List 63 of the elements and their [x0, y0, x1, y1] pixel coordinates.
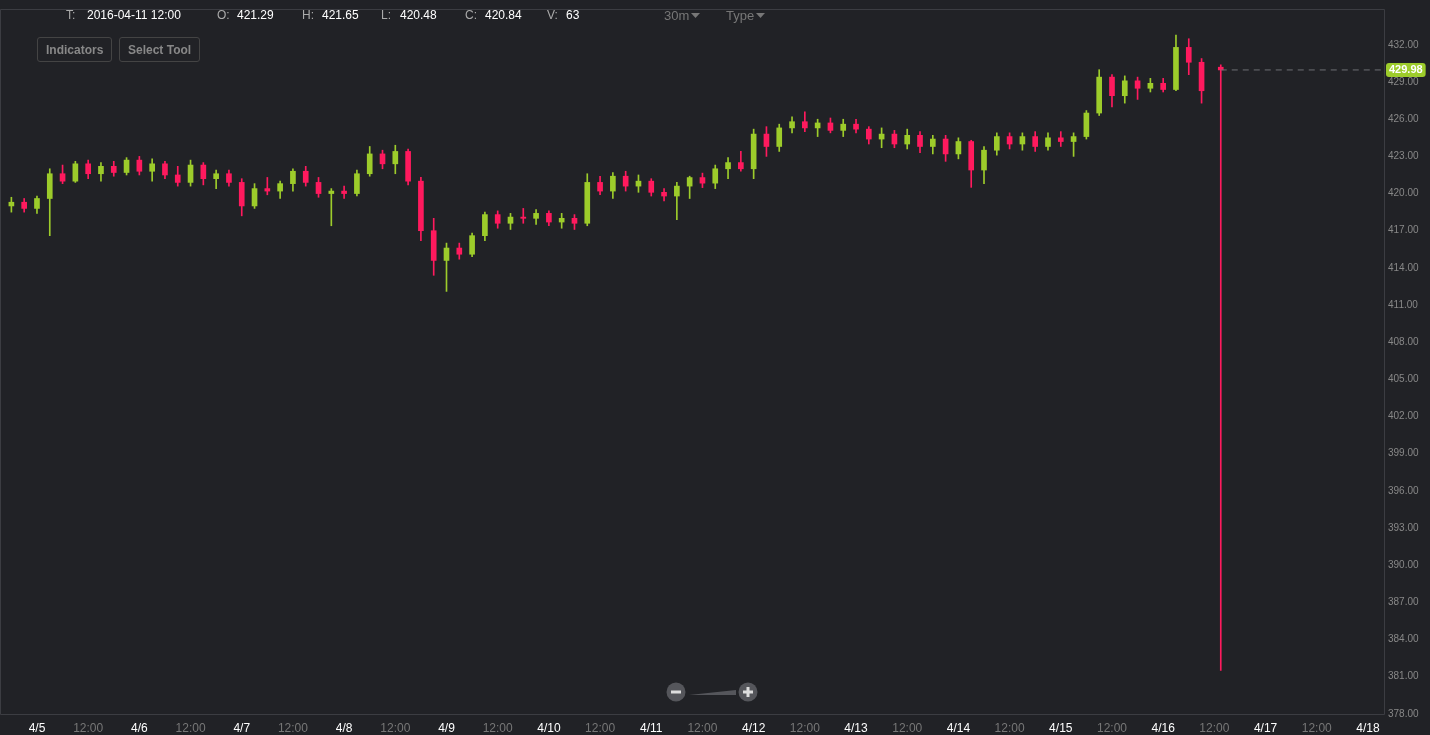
y-tick-label: 408.00 [1388, 335, 1420, 347]
x-tick-label: 12:00 [175, 720, 206, 735]
y-tick-label: 417.00 [1388, 224, 1420, 236]
annotation: 420.48 [400, 8, 437, 22]
y-tick-label: 405.00 [1388, 373, 1420, 385]
y-tick-label: 393.00 [1388, 521, 1420, 533]
annotation: H: [302, 8, 314, 22]
x-tick-label: 12:00 [585, 720, 616, 735]
x-tick-label: 4/6 [131, 720, 149, 735]
x-tick-label: 4/16 [1151, 720, 1176, 735]
x-tick-label: 4/7 [233, 720, 251, 735]
x-tick-label: 12:00 [73, 720, 104, 735]
y-tick-label: 426.00 [1388, 112, 1420, 124]
annotation: V: [547, 8, 558, 22]
ref-line-label: 429.98 [1389, 62, 1423, 75]
y-tick-label: 432.00 [1388, 38, 1420, 50]
y-tick-label: 387.00 [1388, 596, 1420, 608]
annotation: 420.84 [485, 8, 522, 22]
y-tick-label: 381.00 [1388, 670, 1420, 682]
x-tick-label: 12:00 [994, 720, 1025, 735]
x-tick-label: 12:00 [1301, 720, 1333, 735]
x-tick-label: 4/9 [438, 720, 456, 735]
annotation: Indicators [37, 37, 113, 62]
annotation: 421.29 [237, 8, 274, 22]
y-tick-label: 399.00 [1388, 447, 1420, 459]
y-tick-label: 420.00 [1388, 187, 1420, 199]
y-tick-label: 414.00 [1388, 261, 1420, 273]
y-tick-label: 423.00 [1388, 150, 1420, 162]
x-tick-label: 4/15 [1049, 720, 1073, 735]
x-tick-label: 4/13 [844, 720, 869, 735]
x-tick-label: 12:00 [892, 720, 923, 735]
x-tick-label: 4/18 [1356, 720, 1380, 735]
annotation: 421.65 [322, 8, 359, 22]
x-tick-label: 4/11 [640, 720, 663, 735]
x-tick-label: 4/8 [335, 720, 353, 735]
x-tick-label: 4/10 [537, 720, 561, 735]
annotation: O: [217, 8, 230, 22]
annotation: Type [726, 8, 755, 23]
x-tick-label: 12:00 [687, 720, 718, 735]
y-tick-label: 390.00 [1388, 558, 1420, 570]
annotation: Select Tool [119, 37, 201, 62]
x-tick-label: 4/17 [1253, 720, 1278, 735]
x-tick-label: 12:00 [380, 720, 411, 735]
x-tick-label: 12:00 [277, 720, 309, 735]
x-tick-label: 4/12 [741, 720, 766, 735]
x-tick-label: 12:00 [482, 720, 514, 735]
annotation: C: [465, 8, 477, 22]
y-tick-label: 429.00 [1388, 75, 1420, 87]
y-tick-label: 378.00 [1388, 707, 1420, 719]
y-tick-label: 411.00 [1388, 298, 1419, 310]
x-tick-label: 4/14 [946, 720, 971, 735]
y-tick-label: 384.00 [1388, 633, 1420, 645]
y-tick-label: 402.00 [1388, 410, 1420, 422]
x-tick-label: 12:00 [1096, 720, 1128, 735]
annotation: 2016-04-11 12:00 [87, 8, 181, 22]
y-tick-label: 396.00 [1388, 484, 1420, 496]
x-tick-label: 12:00 [789, 720, 821, 735]
x-tick-label: 4/5 [28, 720, 46, 735]
annotation: T: [66, 8, 76, 22]
annotation: L: [381, 8, 392, 22]
x-tick-label: 12:00 [1199, 720, 1230, 735]
annotation: 30m [664, 8, 690, 23]
annotation: 63 [566, 8, 580, 22]
